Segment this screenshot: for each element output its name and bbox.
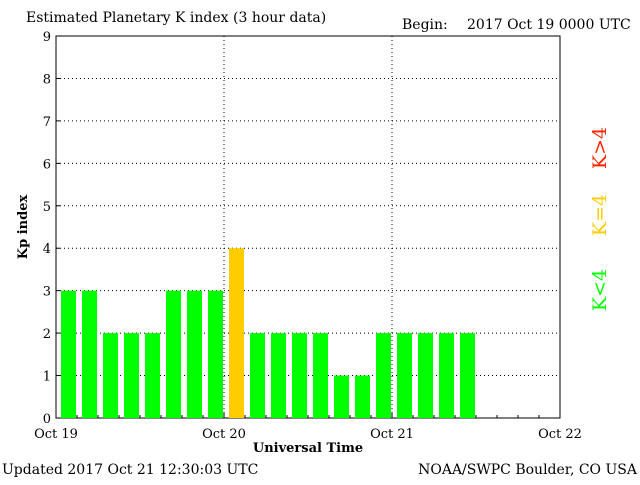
x-tick-label: Oct 21	[370, 427, 414, 442]
source-credit: NOAA/SWPC Boulder, CO USA	[418, 462, 638, 478]
kp-bar	[271, 333, 286, 418]
bars	[61, 248, 475, 418]
grid-lines	[56, 36, 560, 418]
kp-bar	[439, 333, 454, 418]
y-tick-label: 2	[43, 327, 51, 342]
legend-item: K=4	[589, 194, 611, 236]
kp-bar	[208, 290, 223, 418]
y-tick-label: 7	[43, 115, 51, 130]
kp-bar	[145, 333, 160, 418]
y-tick-label: 1	[43, 370, 51, 385]
x-tick-label: Oct 20	[202, 427, 246, 442]
kp-bar	[187, 290, 202, 418]
y-tick-label: 4	[43, 242, 51, 257]
kp-bar	[397, 333, 412, 418]
kp-bar	[103, 333, 118, 418]
y-tick-label: 9	[43, 30, 51, 45]
y-tick-labels: 0 1 2 3 4 5 6 7 8 9	[43, 30, 60, 427]
kp-bar	[334, 375, 349, 418]
y-axis-title: Kp index	[16, 195, 31, 260]
legend: K>4 K=4 K<4	[589, 127, 611, 311]
begin-value: 2017 Oct 19 0000 UTC	[467, 17, 631, 33]
kp-bar	[166, 290, 181, 418]
kp-bar	[418, 333, 433, 418]
y-tick-label: 6	[43, 157, 51, 172]
y-tick-label: 8	[43, 72, 51, 87]
kp-bar	[124, 333, 139, 418]
begin-label: Begin:	[402, 17, 448, 33]
y-tick-label: 5	[43, 200, 51, 215]
kp-bar	[376, 333, 391, 418]
kp-bar	[313, 333, 328, 418]
x-axis-title: Universal Time	[253, 441, 363, 456]
y-tick-label: 0	[43, 412, 51, 427]
legend-item: K>4	[589, 127, 611, 169]
x-tick-label: Oct 22	[538, 427, 582, 442]
kp-bar	[460, 333, 475, 418]
chart-title: Estimated Planetary K index (3 hour data…	[26, 10, 326, 26]
kp-bar	[82, 290, 97, 418]
kp-bar	[61, 290, 76, 418]
legend-item: K<4	[589, 269, 611, 311]
kp-bar	[250, 333, 265, 418]
x-tick-labels: Oct 19 Oct 20 Oct 21 Oct 22	[34, 412, 582, 442]
kp-bar	[355, 375, 370, 418]
x-tick-label: Oct 19	[34, 427, 78, 442]
kp-bar	[229, 248, 244, 418]
updated-timestamp: Updated 2017 Oct 21 12:30:03 UTC	[2, 462, 258, 478]
kp-bar	[292, 333, 307, 418]
y-tick-label: 3	[43, 285, 51, 300]
